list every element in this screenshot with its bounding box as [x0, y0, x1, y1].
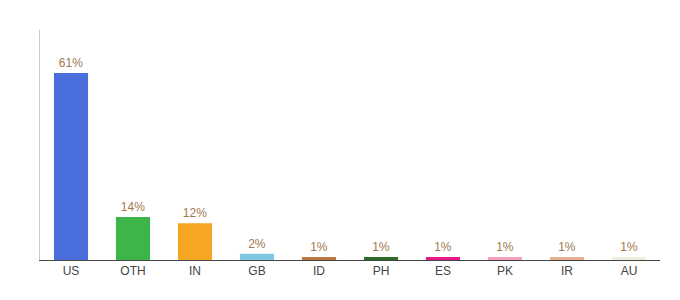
svg-text:GB: GB: [248, 264, 265, 278]
svg-text:PK: PK: [497, 264, 513, 278]
svg-text:1%: 1%: [434, 240, 452, 254]
svg-text:ID: ID: [313, 264, 325, 278]
svg-text:PH: PH: [373, 264, 390, 278]
svg-text:1%: 1%: [310, 240, 328, 254]
svg-text:1%: 1%: [620, 240, 638, 254]
svg-text:61%: 61%: [59, 56, 83, 70]
svg-text:US: US: [63, 264, 80, 278]
svg-text:IN: IN: [189, 264, 201, 278]
svg-text:IR: IR: [561, 264, 573, 278]
svg-text:1%: 1%: [372, 240, 390, 254]
svg-text:AU: AU: [621, 264, 638, 278]
svg-text:12%: 12%: [183, 206, 207, 220]
svg-text:2%: 2%: [248, 237, 266, 251]
svg-text:14%: 14%: [121, 200, 145, 214]
svg-text:OTH: OTH: [120, 264, 145, 278]
svg-text:1%: 1%: [496, 240, 514, 254]
svg-text:ES: ES: [435, 264, 451, 278]
svg-text:1%: 1%: [558, 240, 576, 254]
